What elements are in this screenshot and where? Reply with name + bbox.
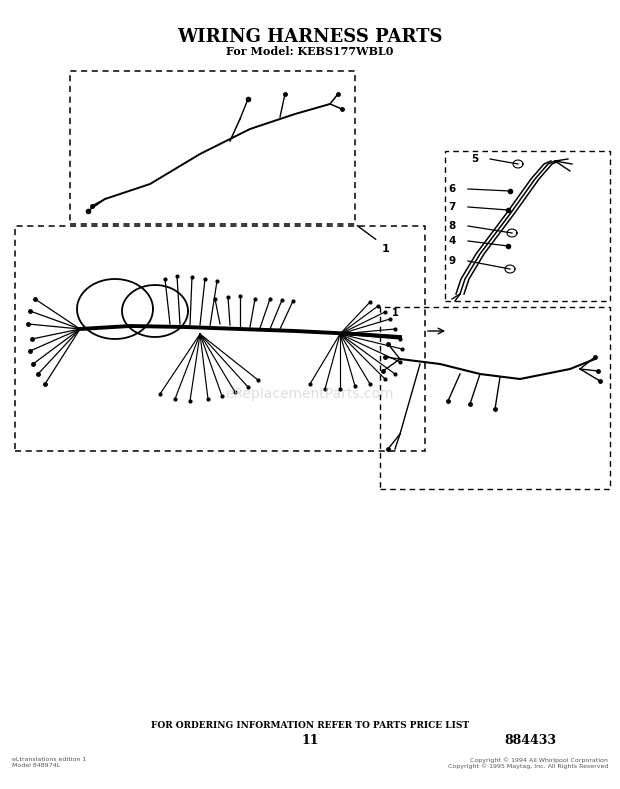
Bar — [15, 226, 425, 451]
Text: For Model: KEBS177WBL0: For Model: KEBS177WBL0 — [226, 46, 394, 57]
Text: 11: 11 — [301, 735, 319, 747]
Text: eReplacementParts.com: eReplacementParts.com — [226, 387, 394, 401]
Text: Copyright © 1994 All Whirlpool Corporation
Copyright © 1995 Maytag, Inc. All Rig: Copyright © 1994 All Whirlpool Corporati… — [448, 757, 608, 769]
Text: eLtranslations edition 1
Model 848974L: eLtranslations edition 1 Model 848974L — [12, 757, 86, 768]
Text: 1: 1 — [392, 308, 399, 318]
Text: 7: 7 — [449, 202, 456, 212]
Text: 5: 5 — [471, 154, 478, 164]
Text: FOR ORDERING INFORMATION REFER TO PARTS PRICE LIST: FOR ORDERING INFORMATION REFER TO PARTS … — [151, 721, 469, 731]
Text: 9: 9 — [449, 256, 456, 266]
Text: 4: 4 — [449, 236, 456, 246]
Bar — [380, 307, 610, 489]
Text: 884433: 884433 — [504, 735, 556, 747]
Text: 8: 8 — [449, 221, 456, 231]
Text: 6: 6 — [449, 184, 456, 194]
Bar — [445, 151, 610, 301]
Text: WIRING HARNESS PARTS: WIRING HARNESS PARTS — [177, 28, 443, 46]
Text: 1: 1 — [382, 244, 390, 254]
Bar — [70, 71, 355, 224]
